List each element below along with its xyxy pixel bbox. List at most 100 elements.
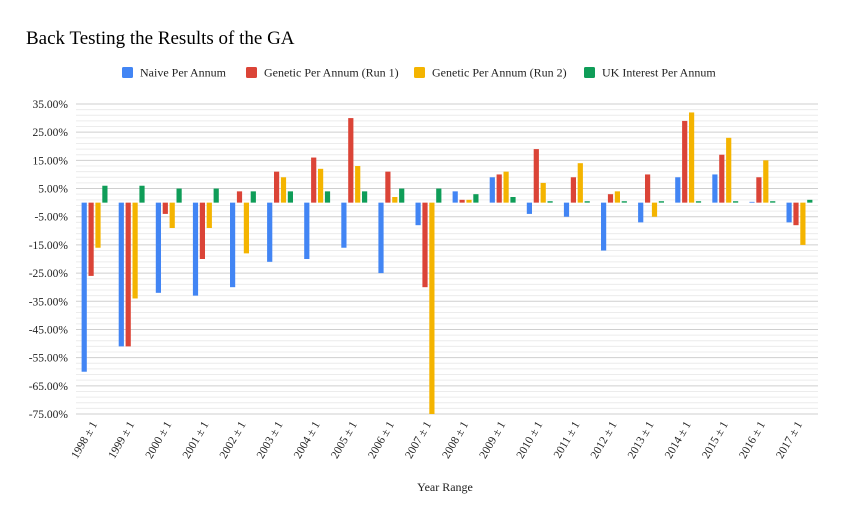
bar-uk-interest-per-annum-6 — [324, 191, 331, 203]
bar-genetic-per-annum-run-1-7 — [348, 118, 354, 203]
x-tick-label: 2011 ± 1 — [552, 419, 583, 460]
x-tick-label: 2014 ± 1 — [663, 419, 694, 461]
x-tick-label: 2009 ± 1 — [477, 419, 508, 461]
bar-genetic-per-annum-run-2-14 — [614, 191, 620, 203]
y-tick-label: 5.00% — [38, 184, 68, 196]
bar-naive-per-annum-18 — [749, 201, 755, 203]
bar-genetic-per-annum-run-2-8 — [392, 197, 398, 203]
bar-naive-per-annum-3 — [192, 202, 199, 296]
bar-uk-interest-per-annum-0 — [102, 185, 108, 203]
bar-genetic-per-annum-run-1-8 — [385, 171, 391, 203]
y-tick-label: -65.00% — [29, 381, 69, 393]
legend-swatch — [414, 67, 425, 78]
y-tick-label: -45.00% — [29, 324, 69, 336]
bar-naive-per-annum-15 — [638, 202, 644, 223]
y-tick-label: -35.00% — [29, 296, 69, 308]
y-tick-label: 35.00% — [33, 99, 69, 111]
x-axis-title: Year Range — [417, 480, 473, 494]
bar-naive-per-annum-8 — [378, 202, 384, 274]
bar-genetic-per-annum-run-2-11 — [503, 171, 509, 203]
y-axis-ticks: 35.00% 25.00% 15.00% 5.00% -5.00% -15.00% -25.… — [29, 99, 69, 421]
bar-naive-per-annum-9 — [415, 202, 421, 226]
x-tick-label: 1998 ± 1 — [69, 419, 100, 461]
bar-genetic-per-annum-run-1-18 — [756, 177, 762, 203]
y-tick-label: -15.00% — [29, 240, 69, 252]
x-tick-label: 2000 ± 1 — [144, 419, 175, 461]
x-tick-label: 2007 ± 1 — [403, 419, 434, 461]
legend-label: Naive Per Annum — [140, 66, 227, 80]
legend-swatch — [246, 67, 257, 78]
x-tick-label: 2006 ± 1 — [366, 419, 397, 461]
chart-title: Back Testing the Results of the GA — [26, 28, 295, 49]
bar-naive-per-annum-17 — [712, 174, 718, 203]
bar-genetic-per-annum-run-2-10 — [466, 199, 472, 203]
bar-naive-per-annum-12 — [526, 202, 532, 214]
x-tick-label: 2013 ± 1 — [626, 419, 657, 461]
bar-genetic-per-annum-run-2-13 — [577, 163, 583, 203]
bar-uk-interest-per-annum-3 — [213, 188, 219, 203]
y-tick-label: -5.00% — [34, 212, 68, 224]
legend-label: UK Interest Per Annum — [602, 66, 716, 80]
bar-uk-interest-per-annum-8 — [399, 188, 405, 203]
bar-genetic-per-annum-run-2-2 — [169, 202, 175, 228]
x-tick-label: 2017 ± 1 — [774, 419, 805, 461]
bar-uk-interest-per-annum-11 — [510, 197, 516, 203]
bar-uk-interest-per-annum-13 — [584, 201, 590, 203]
bar-genetic-per-annum-run-2-1 — [132, 202, 138, 299]
bar-uk-interest-per-annum-4 — [250, 191, 256, 203]
y-tick-label: 15.00% — [33, 155, 69, 167]
bar-genetic-per-annum-run-2-9 — [429, 202, 435, 414]
bar-genetic-per-annum-run-1-0 — [88, 202, 94, 276]
legend-swatch — [122, 67, 133, 78]
bar-genetic-per-annum-run-2-16 — [689, 112, 695, 203]
bar-uk-interest-per-annum-2 — [176, 188, 182, 203]
x-tick-label: 2010 ± 1 — [515, 419, 546, 461]
bar-genetic-per-annum-run-2-17 — [726, 137, 732, 203]
x-tick-label: 2008 ± 1 — [440, 419, 471, 461]
bar-genetic-per-annum-run-1-2 — [162, 202, 168, 214]
bar-naive-per-annum-13 — [563, 202, 570, 217]
bar-genetic-per-annum-run-1-14 — [607, 194, 614, 203]
bar-genetic-per-annum-run-1-9 — [422, 202, 428, 288]
x-tick-label: 2016 ± 1 — [737, 419, 768, 461]
bar-naive-per-annum-11 — [489, 177, 495, 203]
x-tick-label: 2004 ± 1 — [292, 419, 323, 461]
x-tick-label: 2015 ± 1 — [700, 419, 731, 461]
x-tick-label: 1999 ± 1 — [106, 419, 137, 461]
bar-genetic-per-annum-run-2-12 — [540, 182, 546, 203]
bar-genetic-per-annum-run-2-19 — [800, 202, 806, 245]
legend-swatch — [584, 67, 595, 78]
bar-genetic-per-annum-run-1-17 — [719, 154, 725, 203]
bar-genetic-per-annum-run-1-3 — [199, 202, 205, 259]
bar-uk-interest-per-annum-9 — [436, 188, 442, 203]
bar-genetic-per-annum-run-1-16 — [682, 120, 688, 203]
bar-naive-per-annum-5 — [267, 202, 273, 262]
bar-uk-interest-per-annum-19 — [807, 199, 813, 203]
y-tick-label: -25.00% — [29, 268, 69, 280]
bar-genetic-per-annum-run-2-15 — [651, 202, 658, 217]
bar-genetic-per-annum-run-1-19 — [793, 202, 799, 226]
bar-uk-interest-per-annum-15 — [658, 201, 664, 203]
bar-genetic-per-annum-run-1-13 — [570, 177, 576, 203]
y-tick-label: -75.00% — [29, 409, 69, 421]
bar-naive-per-annum-6 — [304, 202, 310, 259]
bar-uk-interest-per-annum-14 — [621, 201, 627, 203]
bar-uk-interest-per-annum-18 — [770, 201, 776, 203]
bar-genetic-per-annum-run-1-1 — [125, 202, 131, 347]
bar-genetic-per-annum-run-2-6 — [318, 168, 324, 203]
bar-uk-interest-per-annum-5 — [287, 191, 293, 203]
bar-uk-interest-per-annum-1 — [139, 185, 145, 203]
bar-genetic-per-annum-run-1-10 — [459, 199, 465, 203]
bar-uk-interest-per-annum-7 — [362, 191, 368, 203]
x-tick-label: 2003 ± 1 — [255, 419, 286, 461]
bar-genetic-per-annum-run-1-15 — [645, 174, 651, 203]
bar-naive-per-annum-4 — [230, 202, 236, 288]
x-tick-label: 2001 ± 1 — [181, 419, 212, 461]
bar-uk-interest-per-annum-12 — [547, 201, 553, 203]
x-tick-label: 2002 ± 1 — [218, 419, 249, 461]
bar-uk-interest-per-annum-10 — [473, 194, 479, 203]
bar-naive-per-annum-19 — [786, 202, 792, 223]
bar-genetic-per-annum-run-1-12 — [533, 149, 539, 203]
bar-genetic-per-annum-run-2-5 — [280, 177, 287, 203]
